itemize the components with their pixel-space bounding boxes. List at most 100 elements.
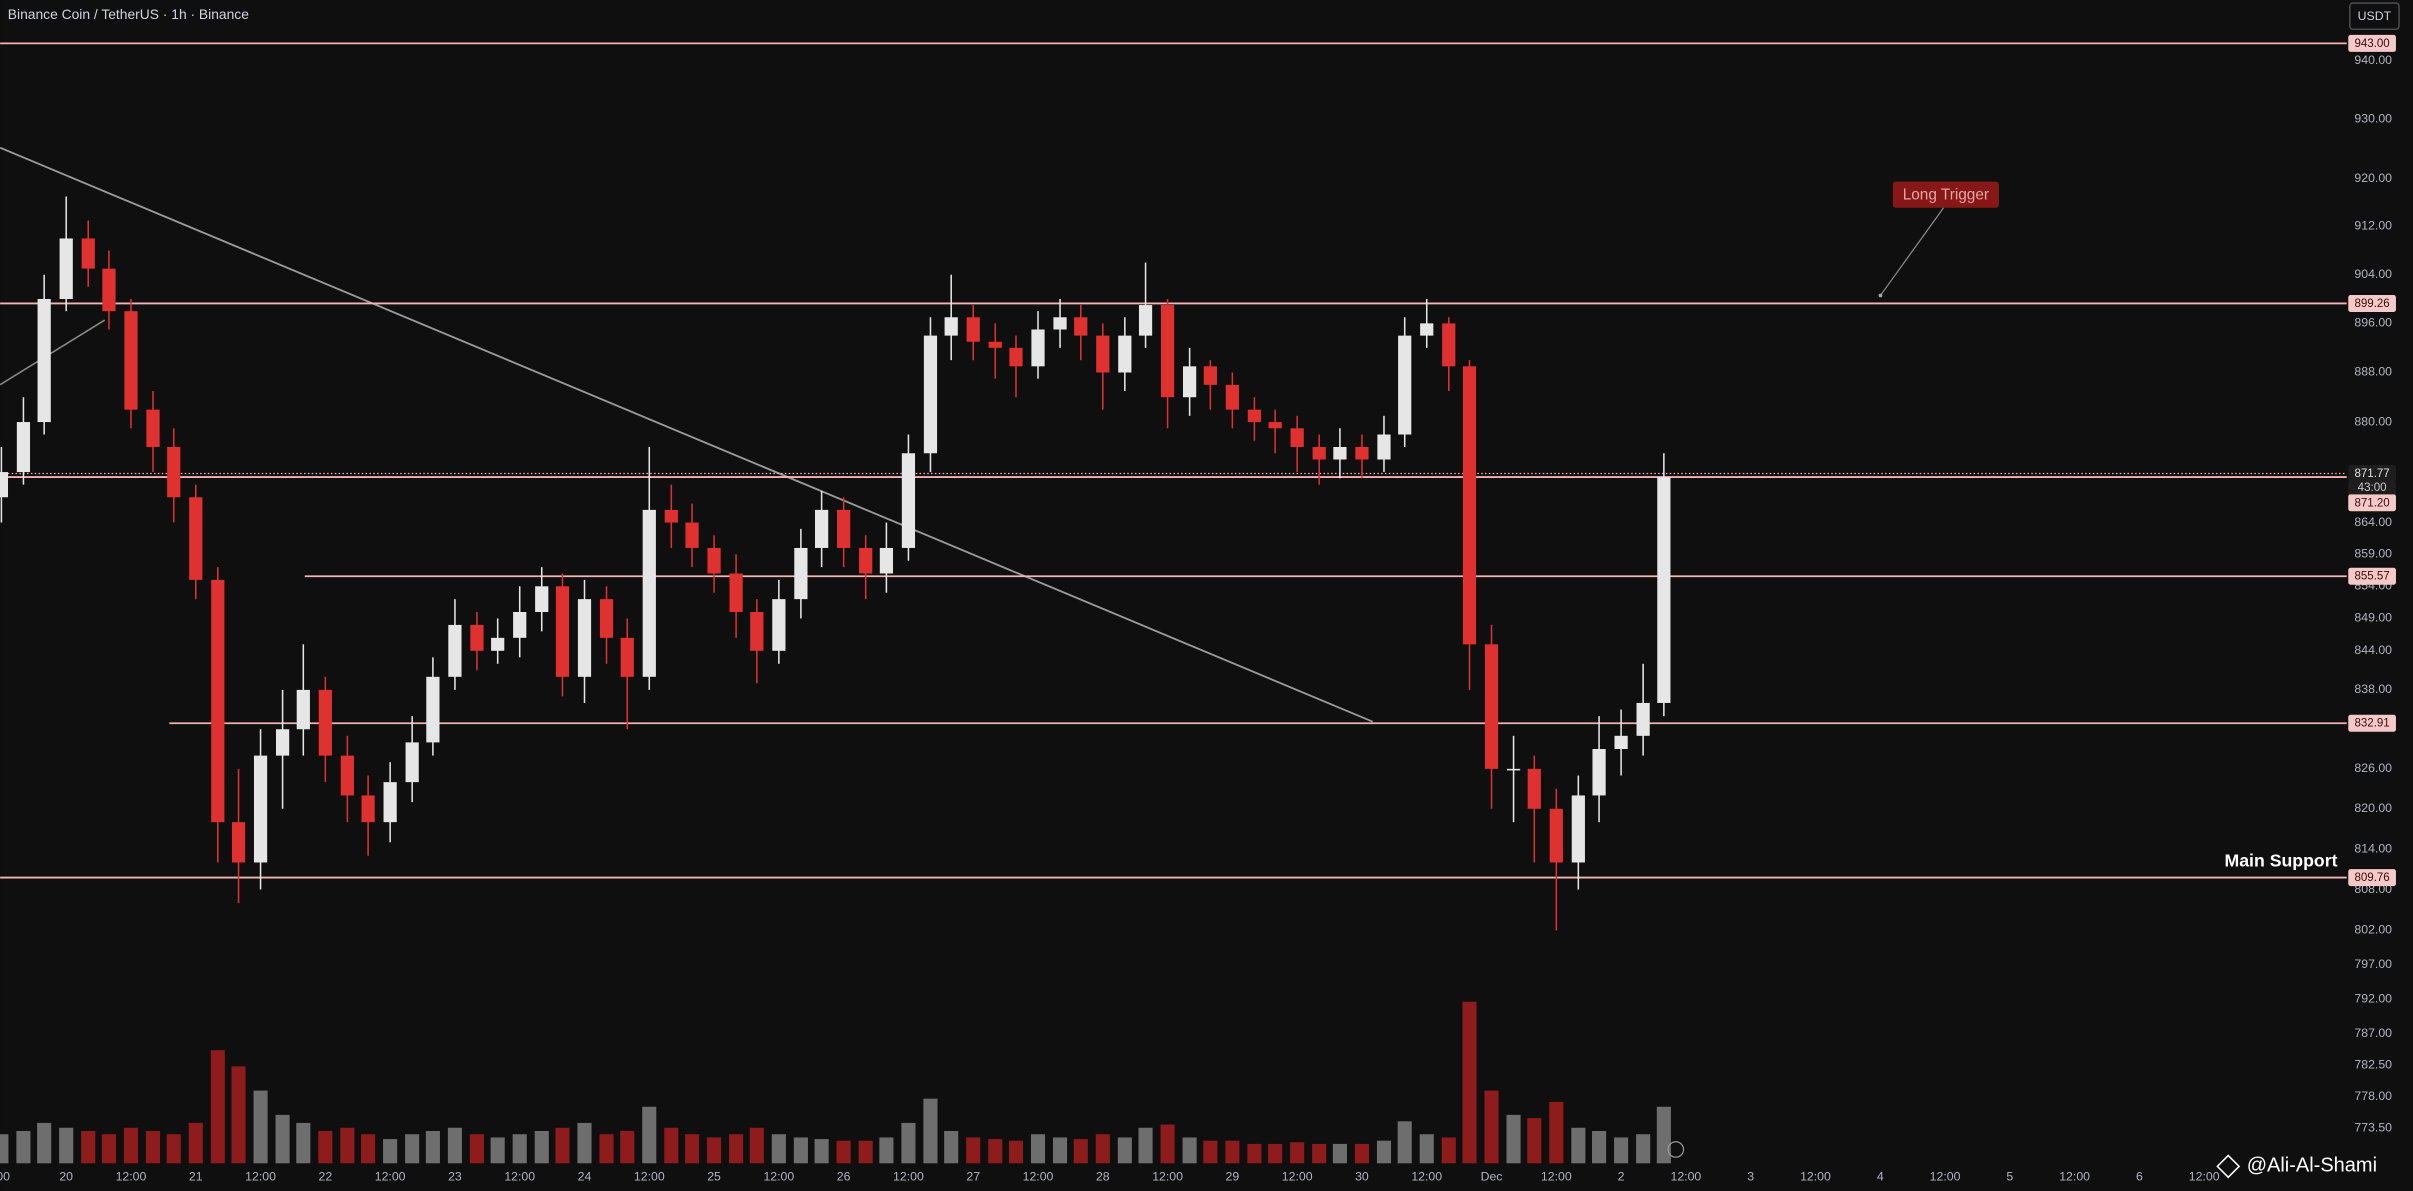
candle-body bbox=[1614, 735, 1628, 750]
volume-bar bbox=[59, 1127, 74, 1164]
x-tick-label: 12:00 bbox=[763, 1169, 794, 1183]
volume-bar bbox=[966, 1137, 981, 1164]
x-tick-label: 12:00 bbox=[2059, 1169, 2090, 1183]
candle-body bbox=[1377, 434, 1391, 460]
candle-body bbox=[1225, 384, 1239, 410]
volume-bar bbox=[1008, 1140, 1024, 1164]
x-tick-label: 12:00 bbox=[245, 1169, 276, 1183]
volume-bar bbox=[923, 1098, 938, 1164]
volume-bar bbox=[793, 1137, 808, 1164]
level-tag-label: 809.76 bbox=[2354, 872, 2389, 884]
volume-bar bbox=[749, 1127, 764, 1164]
x-tick-label: 5 bbox=[2006, 1169, 2013, 1183]
y-tick-label: 880.00 bbox=[2354, 414, 2392, 428]
y-tick-label: 864.00 bbox=[2354, 515, 2392, 529]
y-tick-label: 802.00 bbox=[2354, 923, 2392, 937]
x-tick-label: 12:00 bbox=[893, 1169, 924, 1183]
volume-bar bbox=[729, 1134, 744, 1164]
replay-icon[interactable] bbox=[1667, 1141, 1685, 1158]
volume-bar bbox=[275, 1114, 290, 1164]
candle-body bbox=[879, 547, 894, 574]
last-price-tag-box bbox=[2348, 465, 2396, 482]
volume-bar bbox=[1290, 1142, 1305, 1164]
volume-bar bbox=[771, 1134, 786, 1164]
candle-body bbox=[1549, 808, 1563, 863]
volume-bar bbox=[469, 1134, 484, 1164]
x-tick-label: 28 bbox=[1096, 1169, 1110, 1183]
x-tick-label: 12:00 bbox=[116, 1169, 147, 1183]
volume-bar bbox=[296, 1122, 311, 1164]
candle-body bbox=[211, 579, 225, 823]
y-tick-label: 778.00 bbox=[2354, 1089, 2392, 1103]
level-tag-label: 943.00 bbox=[2354, 38, 2389, 50]
candle-body bbox=[815, 509, 829, 548]
x-tick-label: 29 bbox=[1226, 1169, 1240, 1183]
candle-body bbox=[231, 822, 246, 863]
candle-body bbox=[470, 624, 484, 651]
candle-body bbox=[664, 509, 678, 523]
x-tick-label: 25 bbox=[707, 1169, 721, 1183]
candle-body bbox=[620, 637, 634, 677]
candle-body bbox=[923, 335, 938, 454]
candle-body bbox=[1160, 305, 1175, 398]
volume-bar bbox=[642, 1106, 657, 1164]
volume-bar bbox=[1117, 1137, 1132, 1164]
x-tick-label: 4 bbox=[1877, 1169, 1884, 1183]
volume-bar bbox=[1549, 1101, 1564, 1164]
volume-bar bbox=[188, 1122, 203, 1164]
candle-body bbox=[729, 573, 743, 613]
chart-title: Binance Coin / TetherUS · 1h · Binance bbox=[8, 6, 249, 22]
candle-body bbox=[1420, 323, 1434, 336]
volume-bar bbox=[81, 1130, 96, 1164]
volume-bar bbox=[1527, 1118, 1542, 1164]
volume-bar bbox=[1312, 1143, 1327, 1164]
volume-bar bbox=[1073, 1139, 1088, 1164]
candle-body bbox=[383, 782, 397, 823]
volume-bar bbox=[1354, 1143, 1369, 1164]
currency-button[interactable] bbox=[2349, 2, 2400, 31]
volume-bar bbox=[1656, 1106, 1671, 1164]
volume-bar bbox=[534, 1130, 549, 1164]
volume-bar bbox=[555, 1127, 570, 1164]
candle-body bbox=[1031, 329, 1045, 367]
candle-body bbox=[1571, 795, 1585, 863]
volume-bar bbox=[858, 1140, 873, 1164]
level-tag-label: 855.57 bbox=[2354, 571, 2389, 583]
annotation-text: Long Trigger bbox=[1903, 186, 1989, 203]
candle-body bbox=[1333, 447, 1347, 460]
volume-bar bbox=[512, 1134, 527, 1164]
x-tick-label: 12:00 bbox=[634, 1169, 665, 1183]
candle-body bbox=[1203, 366, 1217, 385]
volume-bar bbox=[1636, 1134, 1651, 1164]
volume-bar bbox=[836, 1140, 851, 1164]
candle-body bbox=[944, 317, 958, 336]
drawings bbox=[0, 42, 2347, 879]
currency-label[interactable]: USDT bbox=[2358, 9, 2392, 23]
y-tick-label: 787.00 bbox=[2354, 1026, 2392, 1040]
candle-body bbox=[1118, 335, 1132, 373]
volume-bar bbox=[405, 1134, 420, 1164]
candle-body bbox=[535, 586, 549, 613]
candle-body bbox=[253, 755, 268, 863]
candle-body bbox=[772, 599, 786, 651]
annotation-arrow bbox=[1879, 207, 1945, 296]
x-tick-label: 22 bbox=[319, 1169, 333, 1183]
candle-body bbox=[426, 676, 440, 743]
x-tick-label: 21 bbox=[189, 1169, 203, 1183]
y-tick-label: 773.50 bbox=[2354, 1121, 2392, 1135]
y-tick-label: 859.00 bbox=[2354, 547, 2392, 561]
volume-bar bbox=[145, 1130, 161, 1164]
x-tick-label: 12:00 bbox=[1282, 1169, 1313, 1183]
y-tick-label: 896.00 bbox=[2354, 316, 2392, 330]
x-tick-label: 12:00 bbox=[1023, 1169, 1054, 1183]
candle-body bbox=[555, 586, 570, 677]
candle-body bbox=[859, 547, 873, 574]
volume-bar bbox=[1268, 1143, 1283, 1164]
volume-bar bbox=[814, 1139, 829, 1164]
volume-bar bbox=[879, 1137, 894, 1164]
x-tick-label: 12:00 bbox=[1670, 1169, 1701, 1183]
x-tick-label: 12:00 bbox=[1411, 1169, 1442, 1183]
candle-body bbox=[491, 637, 505, 651]
candle-body bbox=[1312, 447, 1326, 460]
x-tick-label: 12:00 bbox=[375, 1169, 406, 1183]
